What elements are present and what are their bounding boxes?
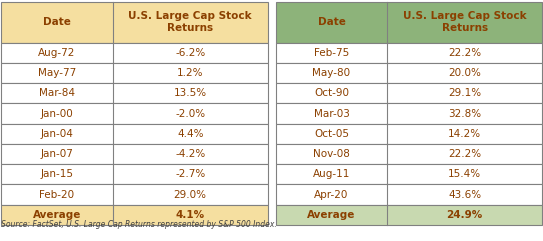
Text: Average: Average bbox=[33, 210, 81, 220]
Text: May-80: May-80 bbox=[312, 68, 351, 78]
Bar bbox=[275, 2, 542, 43]
Bar bbox=[275, 124, 542, 144]
Text: Date: Date bbox=[43, 17, 71, 27]
Text: -2.7%: -2.7% bbox=[175, 169, 205, 179]
Text: 32.8%: 32.8% bbox=[448, 108, 481, 119]
Text: Oct-05: Oct-05 bbox=[314, 129, 349, 139]
Bar bbox=[1, 164, 268, 184]
Text: 22.2%: 22.2% bbox=[448, 48, 481, 58]
Text: 29.1%: 29.1% bbox=[448, 88, 481, 98]
Bar bbox=[275, 184, 542, 205]
Text: U.S. Large Cap Stock
Returns: U.S. Large Cap Stock Returns bbox=[403, 12, 527, 33]
Bar bbox=[275, 103, 542, 124]
Text: Average: Average bbox=[307, 210, 356, 220]
Bar bbox=[275, 63, 542, 83]
Text: Jan-15: Jan-15 bbox=[41, 169, 73, 179]
Text: 43.6%: 43.6% bbox=[448, 190, 481, 200]
Text: Oct-90: Oct-90 bbox=[314, 88, 349, 98]
Text: Mar-03: Mar-03 bbox=[313, 108, 349, 119]
Bar bbox=[1, 184, 268, 205]
Text: 14.2%: 14.2% bbox=[448, 129, 481, 139]
Bar bbox=[275, 144, 542, 164]
Text: 24.9%: 24.9% bbox=[446, 210, 483, 220]
Text: Source: FactSet, U.S. Large Cap Returns represented by S&P 500 Index.: Source: FactSet, U.S. Large Cap Returns … bbox=[1, 220, 277, 229]
Text: 15.4%: 15.4% bbox=[448, 169, 481, 179]
Text: Feb-75: Feb-75 bbox=[314, 48, 349, 58]
Bar bbox=[275, 205, 542, 225]
Text: Apr-20: Apr-20 bbox=[314, 190, 349, 200]
Text: 22.2%: 22.2% bbox=[448, 149, 481, 159]
Text: Jan-07: Jan-07 bbox=[41, 149, 73, 159]
Text: Nov-08: Nov-08 bbox=[313, 149, 350, 159]
Text: Aug-11: Aug-11 bbox=[313, 169, 350, 179]
Text: Jan-00: Jan-00 bbox=[41, 108, 73, 119]
Bar bbox=[1, 83, 268, 103]
Bar bbox=[1, 144, 268, 164]
Text: Mar-84: Mar-84 bbox=[39, 88, 75, 98]
Text: -6.2%: -6.2% bbox=[175, 48, 205, 58]
Bar bbox=[1, 124, 268, 144]
Text: 29.0%: 29.0% bbox=[174, 190, 207, 200]
Text: May-77: May-77 bbox=[38, 68, 76, 78]
Text: Feb-20: Feb-20 bbox=[40, 190, 74, 200]
Text: Aug-72: Aug-72 bbox=[38, 48, 75, 58]
Bar bbox=[1, 205, 268, 225]
Text: 4.4%: 4.4% bbox=[177, 129, 204, 139]
Bar bbox=[1, 2, 268, 43]
Text: 1.2%: 1.2% bbox=[177, 68, 204, 78]
Text: 20.0%: 20.0% bbox=[449, 68, 481, 78]
Bar bbox=[275, 43, 542, 63]
Bar bbox=[1, 63, 268, 83]
Text: -4.2%: -4.2% bbox=[175, 149, 205, 159]
Bar bbox=[275, 164, 542, 184]
Bar bbox=[275, 83, 542, 103]
Text: -2.0%: -2.0% bbox=[175, 108, 205, 119]
Text: Date: Date bbox=[318, 17, 345, 27]
Bar bbox=[1, 43, 268, 63]
Text: 13.5%: 13.5% bbox=[174, 88, 207, 98]
Text: Jan-04: Jan-04 bbox=[41, 129, 73, 139]
Bar bbox=[1, 103, 268, 124]
Text: 4.1%: 4.1% bbox=[175, 210, 205, 220]
Text: U.S. Large Cap Stock
Returns: U.S. Large Cap Stock Returns bbox=[128, 12, 252, 33]
